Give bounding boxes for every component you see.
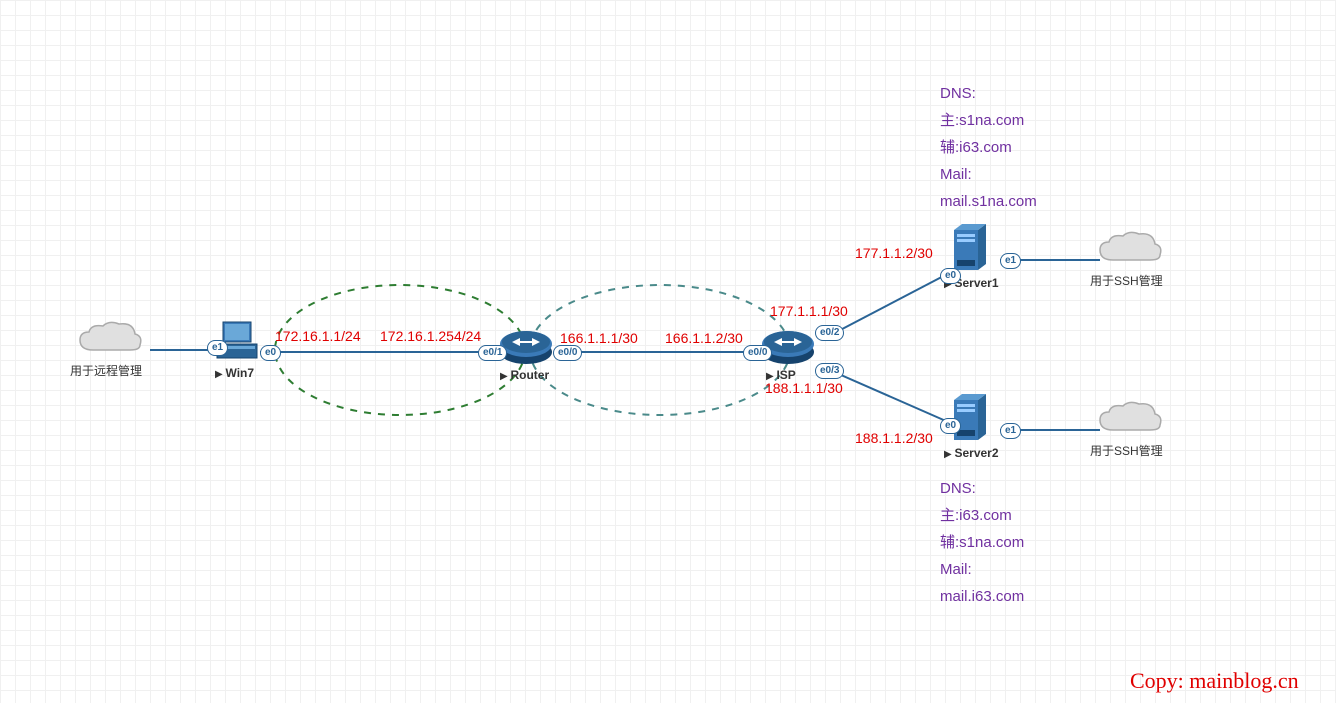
watermark: Copy: mainblog.cn bbox=[1130, 668, 1299, 694]
port-isp_e00: e0/0 bbox=[743, 345, 772, 361]
ip-label-ip4: 166.1.1.2/30 bbox=[665, 330, 743, 346]
cloud-ssh2-label: 用于SSH管理 bbox=[1090, 442, 1163, 459]
port-s1_e0: e0 bbox=[940, 268, 961, 284]
device-server1-label: Server1 bbox=[954, 276, 998, 290]
ip-label-ip1: 172.16.1.1/24 bbox=[275, 328, 361, 344]
cloud-ssh2: 用于SSH管理 bbox=[1095, 400, 1165, 445]
port-win7_e1: e1 bbox=[207, 340, 228, 356]
ip-label-ip8: 188.1.1.2/30 bbox=[855, 430, 933, 446]
device-server2-label: Server2 bbox=[954, 446, 998, 460]
device-win7-label: Win7 bbox=[225, 366, 254, 380]
ip-label-ip7: 188.1.1.1/30 bbox=[765, 380, 843, 396]
link bbox=[825, 368, 955, 425]
port-router_e01: e0/1 bbox=[478, 345, 507, 361]
cloud-remote: 用于远程管理 bbox=[75, 320, 145, 365]
cloud-remote-label: 用于远程管理 bbox=[70, 362, 142, 379]
cloud-ssh1: 用于SSH管理 bbox=[1095, 230, 1165, 275]
note-n1: DNS:主:s1na.com辅:i63.comMail:mail.s1na.co… bbox=[940, 80, 1037, 215]
cloud-ssh1-label: 用于SSH管理 bbox=[1090, 272, 1163, 289]
ip-label-ip2: 172.16.1.254/24 bbox=[380, 328, 481, 344]
port-s2_e1: e1 bbox=[1000, 423, 1021, 439]
ip-label-ip5: 177.1.1.1/30 bbox=[770, 303, 848, 319]
ip-label-ip3: 166.1.1.1/30 bbox=[560, 330, 638, 346]
port-isp_e03: e0/3 bbox=[815, 363, 844, 379]
device-router-label: Router bbox=[510, 368, 549, 382]
port-router_e00: e0/0 bbox=[553, 345, 582, 361]
topology-canvas bbox=[0, 0, 1336, 703]
port-s1_e1: e1 bbox=[1000, 253, 1021, 269]
port-win7_e0: e0 bbox=[260, 345, 281, 361]
port-s2_e0: e0 bbox=[940, 418, 961, 434]
note-n2: DNS:主:i63.com辅:s1na.comMail:mail.i63.com bbox=[940, 475, 1024, 610]
ip-label-ip6: 177.1.1.2/30 bbox=[855, 245, 933, 261]
port-isp_e02: e0/2 bbox=[815, 325, 844, 341]
